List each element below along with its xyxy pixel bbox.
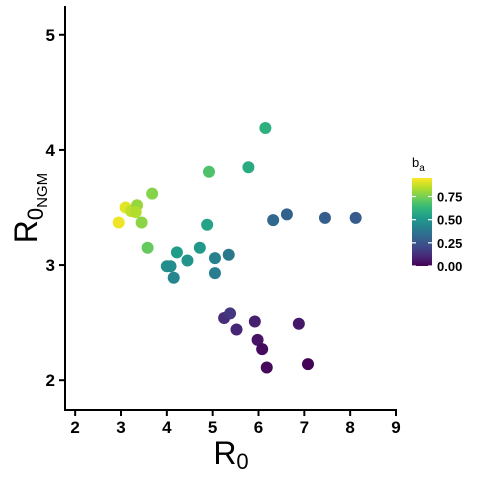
data-point: [242, 161, 255, 174]
data-point: [280, 208, 293, 221]
legend-ticks: 0.00 0.25 0.50 0.75: [412, 190, 462, 274]
points-layer: [112, 122, 362, 374]
y-tick-label: 5: [46, 26, 55, 45]
legend-title: ba: [412, 155, 425, 174]
data-point: [292, 317, 305, 330]
y-tick-label: 2: [46, 371, 55, 390]
legend-tick-label: 0.00: [437, 259, 462, 274]
data-point: [146, 187, 159, 200]
data-point: [208, 252, 221, 265]
data-point: [349, 211, 362, 224]
x-tick-label: 3: [116, 418, 125, 437]
data-point: [170, 246, 183, 259]
data-point: [112, 216, 125, 229]
data-point: [208, 267, 221, 280]
x-tick-label: 6: [254, 418, 263, 437]
x-tick-label: 2: [70, 418, 79, 437]
data-point: [129, 206, 142, 219]
x-tick-label: 5: [208, 418, 217, 437]
x-axis-title: R0: [213, 435, 248, 474]
data-point: [259, 122, 272, 135]
legend-tick-label: 0.75: [437, 190, 462, 205]
data-point: [302, 358, 314, 371]
y-axis-title: R0NGM: [8, 173, 51, 243]
data-point: [203, 165, 215, 178]
data-point: [260, 361, 273, 374]
data-point: [167, 271, 180, 284]
data-point: [181, 254, 194, 267]
data-point: [164, 260, 177, 273]
y-tick-label: 4: [46, 141, 56, 160]
y-tick-label: 3: [46, 256, 55, 275]
x-ticks: 2 3 4 5 6 7 8 9: [70, 410, 401, 437]
x-tick-label: 4: [162, 418, 172, 437]
x-tick-label: 7: [300, 418, 309, 437]
colorbar: [412, 178, 432, 266]
color-legend: ba 0.00 0.25 0.50 0.75: [412, 155, 462, 274]
data-point: [135, 216, 148, 229]
data-point: [267, 214, 280, 227]
data-point: [224, 307, 237, 320]
data-point: [251, 333, 264, 346]
x-tick-label: 8: [345, 418, 354, 437]
data-point: [222, 248, 235, 261]
x-tick-label: 9: [391, 418, 400, 437]
data-point: [256, 343, 269, 356]
data-point: [201, 218, 214, 231]
y-ticks: 2 3 4 5: [46, 26, 65, 390]
legend-tick-label: 0.25: [437, 236, 462, 251]
data-point: [248, 315, 261, 328]
data-point: [141, 241, 154, 254]
data-point: [230, 323, 243, 336]
legend-tick-label: 0.50: [437, 213, 462, 228]
data-point: [318, 211, 331, 224]
data-point: [193, 241, 206, 254]
